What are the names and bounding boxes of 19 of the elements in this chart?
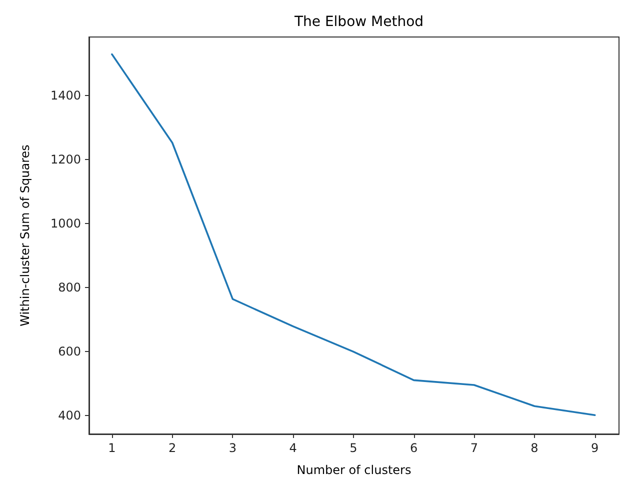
- x-tick-label: 9: [591, 441, 599, 455]
- x-tick-label: 4: [289, 441, 297, 455]
- x-axis-title: Number of clusters: [296, 463, 412, 477]
- y-tick-label: 600: [58, 344, 81, 359]
- chart-title: The Elbow Method: [293, 14, 424, 30]
- x-tick-label: 7: [470, 441, 478, 455]
- x-tick-label: 3: [228, 441, 236, 455]
- y-tick-label: 800: [58, 280, 81, 295]
- y-tick-label: 1000: [50, 216, 81, 230]
- y-tick-label: 1400: [50, 88, 81, 102]
- y-axis-title: Within-cluster Sum of Squares: [18, 144, 32, 326]
- y-tick-label: 400: [58, 408, 81, 423]
- line-series: [111, 53, 596, 416]
- y-tick-label: 1200: [50, 152, 81, 166]
- x-tick-label: 2: [168, 441, 176, 455]
- x-tick-label: 6: [410, 441, 418, 455]
- x-tick-label: 1: [108, 441, 116, 455]
- x-tick-label: 5: [350, 441, 358, 455]
- x-tick-label: 8: [530, 441, 538, 455]
